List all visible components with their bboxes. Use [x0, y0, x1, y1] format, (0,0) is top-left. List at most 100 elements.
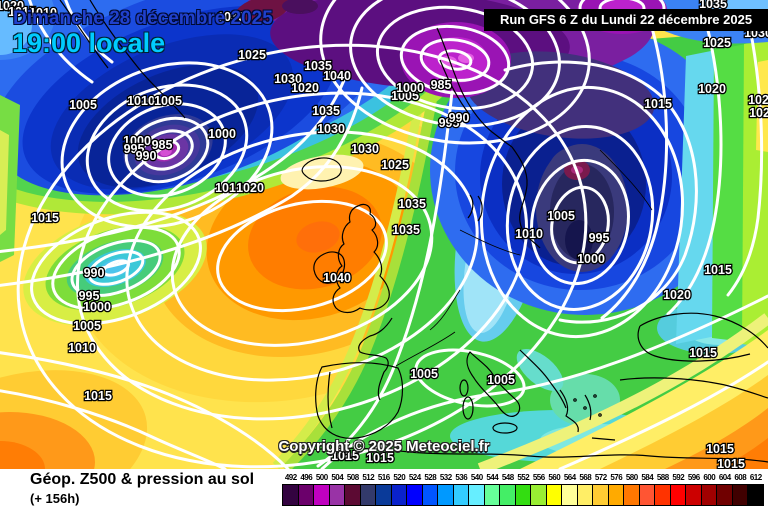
pressure-label: 1025: [703, 36, 731, 50]
legend-value: 496: [300, 473, 313, 482]
pressure-label: 1005: [154, 94, 182, 108]
pressure-label: 1030: [274, 72, 302, 86]
legend-swatch: [700, 484, 717, 506]
legend-value: 604: [718, 473, 731, 482]
pressure-label: 990: [136, 149, 157, 163]
legend-values: 492 496 500 504 508 512 516 520 524 528 532 536 540 5…: [283, 473, 765, 482]
pressure-label: 995: [79, 289, 100, 303]
legend-value: 608: [734, 473, 747, 482]
legend-swatch: [437, 484, 454, 506]
legend-swatch: [654, 484, 671, 506]
pressure-label: 1015: [8, 5, 36, 19]
legend-value: 592: [672, 473, 685, 482]
pressure-label: 1020: [236, 181, 264, 195]
legend-value: 528: [424, 473, 437, 482]
pressure-label: 990: [84, 266, 105, 280]
legend-value: 580: [625, 473, 638, 482]
pressure-label: 1015: [31, 211, 59, 225]
legend-value: 612: [749, 473, 762, 482]
pressure-label: 995: [124, 142, 145, 156]
map-title: Géop. Z500 & pression au sol: [30, 471, 255, 488]
pressure-label: 1000: [123, 134, 151, 148]
pressure-label: 1030: [351, 142, 379, 156]
pressure-label: 1000: [577, 252, 605, 266]
pressure-label: 995: [589, 231, 610, 245]
pressure-label: 1040: [323, 69, 351, 83]
coastlines: [59, 0, 768, 463]
legend-swatch: [514, 484, 531, 506]
legend-value: 512: [362, 473, 375, 482]
legend-swatch: [592, 484, 609, 506]
pressure-label: 1015: [331, 449, 359, 463]
pressure-label: 1010: [127, 94, 155, 108]
legend-swatch: [421, 484, 438, 506]
pressure-label: 995: [439, 116, 460, 130]
pressure-label: 1005: [73, 319, 101, 333]
legend-swatch: [669, 484, 686, 506]
legend-value: 552: [517, 473, 530, 482]
legend-value: 556: [532, 473, 545, 482]
pressure-label: 1030: [317, 122, 345, 136]
legend-value: 508: [346, 473, 359, 482]
legend-value: 504: [331, 473, 344, 482]
legend-swatch: [282, 484, 299, 506]
legend-value: 568: [579, 473, 592, 482]
pressure-label: 1035: [392, 223, 420, 237]
pressure-label: 1015: [689, 346, 717, 360]
legend-swatch: [390, 484, 407, 506]
pressure-label: 1020: [291, 81, 319, 95]
legend-value: 588: [656, 473, 669, 482]
pressure-label: 1020: [749, 106, 768, 120]
pressure-label: 1035: [312, 104, 340, 118]
legend-swatch: [576, 484, 593, 506]
legend-value: 500: [315, 473, 328, 482]
pressure-label: 1015: [706, 442, 734, 456]
date-label: Dimanche 28 décembre 2025: [13, 8, 273, 29]
legend-value: 520: [393, 473, 406, 482]
pressure-label: 1005: [69, 98, 97, 112]
pressure-label: 1020: [0, 0, 24, 13]
pressure-label: 1015: [704, 263, 732, 277]
pressure-label: 1015: [366, 451, 394, 465]
legend-swatch: [468, 484, 485, 506]
legend-swatch: [313, 484, 330, 506]
weather-map: 1020101510101030102510051010100510009959…: [0, 0, 768, 469]
pressure-label: 1020: [663, 288, 691, 302]
legend-swatch: [623, 484, 640, 506]
pressure-label: 1010: [68, 341, 96, 355]
pressure-label: 1020: [698, 82, 726, 96]
legend-value: 560: [548, 473, 561, 482]
pressure-label: 1025: [381, 158, 409, 172]
legend-value: 544: [486, 473, 499, 482]
pressure-label: 985: [152, 138, 173, 152]
isobar-lines: [0, 0, 768, 469]
legend-swatch: [375, 484, 392, 506]
legend-swatch: [297, 484, 314, 506]
legend-swatch: [499, 484, 516, 506]
forecast-offset: (+ 156h): [30, 491, 80, 506]
legend-value: 596: [687, 473, 700, 482]
legend-swatch: [638, 484, 655, 506]
footer-bar: Géop. Z500 & pression au sol (+ 156h) 49…: [0, 469, 768, 512]
legend-swatch: [561, 484, 578, 506]
legend-swatch: [607, 484, 624, 506]
pressure-label: 1000: [208, 127, 236, 141]
legend-swatch: [747, 484, 764, 506]
legend-value: 564: [563, 473, 576, 482]
pressure-label: 1010: [215, 181, 243, 195]
legend-swatch: [731, 484, 748, 506]
legend-value: 572: [594, 473, 607, 482]
color-scale-legend: 492 496 500 504 508 512 516 520 524 528 532 536 540 5…: [282, 473, 765, 506]
legend-swatch: [328, 484, 345, 506]
legend-value: 536: [455, 473, 468, 482]
legend-swatch: [716, 484, 733, 506]
time-label: 19:00 locale: [12, 28, 166, 58]
pressure-label: 1005: [547, 209, 575, 223]
legend-value: 600: [703, 473, 716, 482]
pressure-label: 1025: [238, 48, 266, 62]
pressure-label: 1005: [410, 367, 438, 381]
legend-swatch: [545, 484, 562, 506]
legend-value: 548: [501, 473, 514, 482]
pressure-label: 1035: [304, 59, 332, 73]
pressure-labels: 1020101510101030102510051010100510009959…: [0, 0, 768, 469]
